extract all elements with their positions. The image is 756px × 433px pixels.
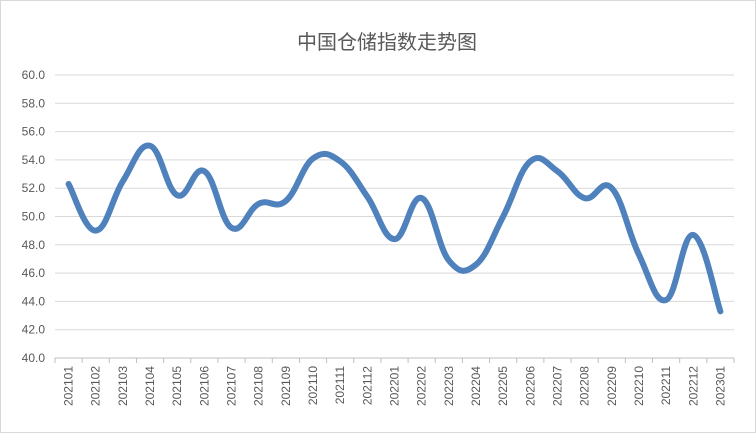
x-tick-label: 202108 — [252, 366, 266, 406]
x-tick-label: 202111 — [333, 366, 347, 405]
x-tick-label: 202209 — [605, 366, 619, 406]
x-tick-label: 202110 — [306, 366, 320, 405]
x-tick-label: 202205 — [496, 366, 510, 406]
x-tick-label: 202109 — [279, 366, 293, 406]
x-tick-label: 202301 — [713, 366, 727, 406]
gridlines — [55, 74, 734, 331]
x-tick-label: 202112 — [360, 366, 374, 405]
y-tick-label: 54.0 — [22, 153, 46, 167]
series-line — [65, 142, 724, 315]
x-tick-label: 202203 — [442, 366, 456, 406]
y-tick-label: 50.0 — [22, 210, 46, 224]
x-tick-label: 202101 — [62, 366, 76, 406]
x-tick-label: 202106 — [197, 366, 211, 406]
y-tick-label: 48.0 — [22, 238, 46, 252]
y-axis-ticks: 40.0 42.0 44.0 46.0 48.0 50.0 52.0 54.0 56.0 58.0… — [22, 68, 46, 365]
x-tick-label: 202207 — [550, 366, 564, 406]
x-tick-label: 202105 — [170, 366, 184, 406]
x-tick-label: 202202 — [415, 366, 429, 406]
x-axis-ticks: 202101 202102 202103 202104 202105 202106 2021… — [62, 366, 728, 406]
y-tick-label: 58.0 — [22, 96, 46, 110]
axes — [54, 357, 735, 363]
x-tick-label: 202204 — [469, 366, 483, 406]
x-tick-label: 202211 — [659, 366, 673, 405]
x-tick-label: 202103 — [116, 366, 130, 406]
y-tick-label: 52.0 — [22, 181, 46, 195]
y-tick-label: 44.0 — [22, 294, 46, 308]
y-tick-label: 60.0 — [22, 68, 46, 82]
y-tick-label: 42.0 — [22, 323, 46, 337]
x-tick-label: 202212 — [686, 366, 700, 406]
chart-title: 中国仓储指数走势图 — [297, 30, 477, 54]
y-tick-label: 40.0 — [22, 351, 46, 365]
x-tick-label: 202201 — [388, 366, 402, 406]
x-tick-label: 202206 — [523, 366, 537, 406]
x-tick-label: 202210 — [632, 366, 646, 406]
x-tick-label: 202107 — [225, 366, 239, 406]
y-tick-label: 56.0 — [22, 125, 46, 139]
x-tick-label: 202208 — [578, 366, 592, 406]
x-tick-label: 202102 — [89, 366, 103, 406]
y-tick-label: 46.0 — [22, 266, 46, 280]
x-tick-label: 202104 — [143, 366, 157, 406]
series-layer — [65, 142, 724, 315]
